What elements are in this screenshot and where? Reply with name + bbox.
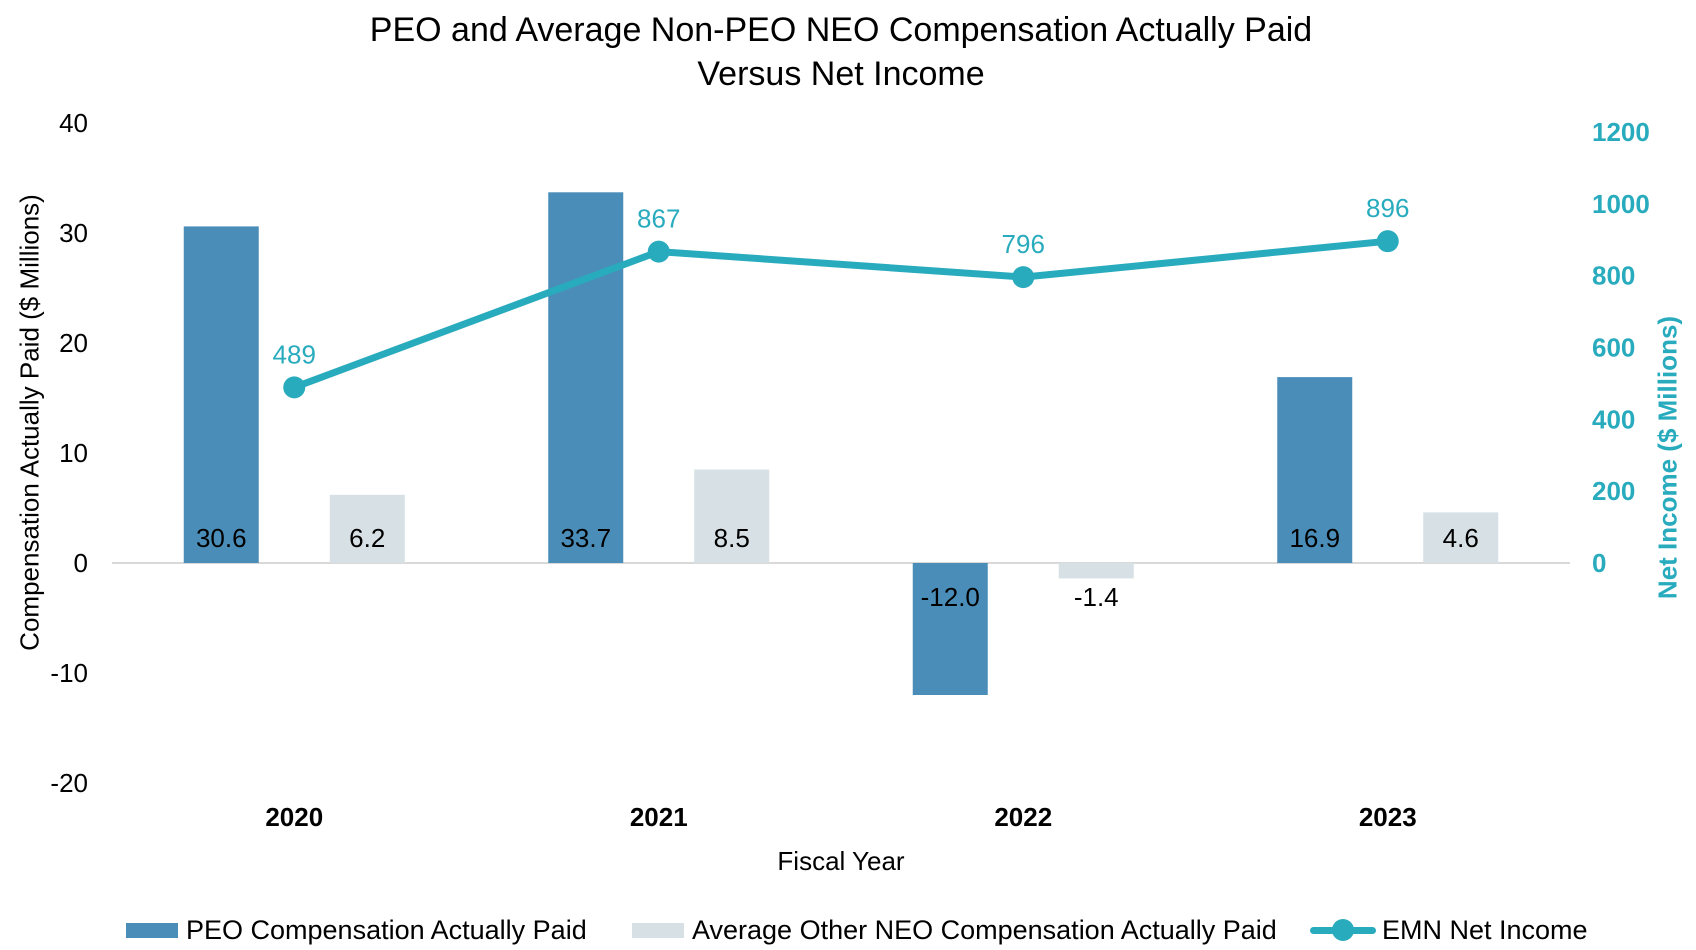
bar-peo-2022 — [912, 563, 988, 695]
chart-title-line1: PEO and Average Non-PEO NEO Compensation… — [369, 11, 1313, 49]
bar-neo-2020 — [329, 494, 405, 563]
left-axis-tick-label: 10 — [59, 438, 88, 468]
net-income-marker-2022 — [1012, 266, 1035, 289]
x-tick-label-2022: 2022 — [994, 802, 1052, 832]
net-income-marker-2021 — [647, 240, 670, 263]
x-tick-label-2021: 2021 — [630, 802, 688, 832]
peo-bar-swatch — [126, 922, 178, 938]
right-axis-tick-label: 400 — [1592, 404, 1635, 434]
right-axis-tick-label: 600 — [1592, 333, 1635, 363]
legend-label-net-income: EMN Net Income — [1382, 914, 1588, 945]
left-axis-tick-label: 20 — [59, 328, 88, 358]
right-axis-tick-label: 200 — [1592, 476, 1635, 506]
left-axis-tick-label: -10 — [50, 658, 88, 688]
net-income-value-label: 489 — [273, 339, 316, 369]
legend-label-neo: Average Other NEO Compensation Actually … — [692, 914, 1277, 945]
right-axis-tick-label: 1200 — [1592, 117, 1650, 147]
net-income-marker-2020 — [283, 376, 306, 399]
net-income-marker-2023 — [1376, 230, 1399, 253]
bar-value-label: 33.7 — [560, 523, 611, 553]
net-income-line — [290, 237, 1392, 391]
bar-peo-2021 — [548, 192, 624, 564]
bar-peo-2023 — [1277, 377, 1353, 563]
right-axis-tick-label: 800 — [1592, 261, 1635, 291]
net-income-value-label: 896 — [1366, 193, 1409, 223]
bar-peo-2020 — [183, 226, 259, 563]
x-axis-title: Fiscal Year — [777, 846, 905, 876]
bar-value-label: 8.5 — [714, 523, 750, 553]
left-axis-tick-label: 40 — [59, 108, 88, 138]
legend-item-net-income: EMN Net Income — [1310, 912, 1588, 948]
net-income-value-label: 796 — [1002, 229, 1045, 259]
left-axis-tick-label: 30 — [59, 218, 88, 248]
right-axis-tick-label: 1000 — [1592, 189, 1650, 219]
left-axis-tick-label: -20 — [50, 768, 88, 798]
legend-item-neo: Average Other NEO Compensation Actually … — [632, 912, 1277, 948]
bar-neo-2021 — [694, 469, 770, 563]
legend: PEO Compensation Actually Paid Average O… — [0, 912, 1696, 948]
bar-neo-2022 — [1058, 563, 1134, 579]
chart-title-line2: Versus Net Income — [697, 55, 985, 93]
x-tick-label-2023: 2023 — [1359, 802, 1417, 832]
bar-value-label: 4.6 — [1443, 523, 1479, 553]
x-tick-label-2020: 2020 — [265, 802, 323, 832]
bar-value-label: 6.2 — [349, 523, 385, 553]
chart-title: PEO and Average Non-PEO NEO Compensation… — [112, 8, 1570, 96]
left-axis-tick-label: 0 — [74, 548, 88, 578]
neo-bar-swatch — [632, 922, 684, 938]
bar-value-label: -1.4 — [1074, 582, 1119, 612]
right-axis-tick-label: 0 — [1592, 548, 1606, 578]
net-income-line-swatch — [1310, 918, 1376, 942]
bar-value-label: 30.6 — [196, 523, 247, 553]
legend-label-peo: PEO Compensation Actually Paid — [186, 914, 587, 945]
legend-item-peo: PEO Compensation Actually Paid — [126, 912, 587, 948]
bar-value-label: 16.9 — [1289, 523, 1340, 553]
bar-value-label: -12.0 — [921, 582, 980, 612]
bar-neo-2023 — [1423, 512, 1499, 563]
net-income-value-label: 867 — [637, 204, 680, 234]
